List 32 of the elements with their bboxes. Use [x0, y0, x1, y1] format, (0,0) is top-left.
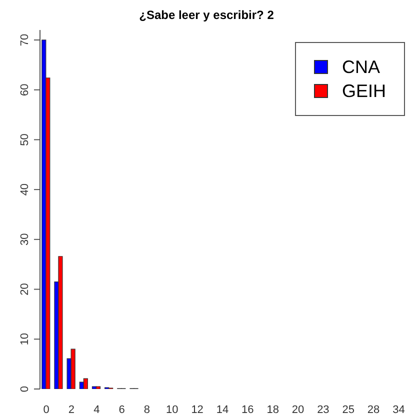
- bar: [58, 256, 63, 389]
- x-tick-label: 10: [166, 404, 178, 416]
- x-tick-label: 34: [392, 404, 405, 416]
- bar: [70, 348, 76, 389]
- x-tick-label: 4: [94, 404, 100, 416]
- y-tick-label: 60: [19, 84, 31, 96]
- bar: [92, 386, 97, 389]
- bar: [83, 378, 88, 389]
- y-tick-label: 10: [19, 333, 31, 346]
- x-tick-label: 23: [317, 404, 330, 416]
- legend-label: CNA: [342, 56, 380, 79]
- x-tick-label: 8: [144, 404, 150, 416]
- y-tick-label: 50: [19, 134, 31, 146]
- y-tick-label: 40: [19, 183, 31, 196]
- y-tick-label: 70: [19, 34, 31, 46]
- x-tick-label: 28: [367, 404, 380, 416]
- bar: [79, 382, 84, 389]
- x-tick-label: 16: [242, 404, 254, 416]
- y-tick-label: 20: [19, 283, 31, 296]
- y-tick-label: 0: [19, 386, 31, 392]
- x-tick-label: 6: [118, 404, 125, 416]
- x-tick-label: 20: [292, 404, 304, 416]
- x-tick-label: 0: [43, 404, 50, 416]
- x-tick-label: 12: [191, 404, 204, 416]
- chart-title: ¿Sabe leer y escribir? 2: [138, 8, 275, 22]
- x-tick-label: 18: [266, 404, 279, 416]
- legend-label: GEIH: [342, 80, 386, 103]
- x-tick-label: 2: [68, 404, 75, 416]
- bar: [96, 386, 101, 389]
- x-tick-label: 25: [342, 404, 354, 416]
- x-tick-label: 14: [216, 404, 229, 416]
- y-tick-label: 30: [19, 233, 31, 246]
